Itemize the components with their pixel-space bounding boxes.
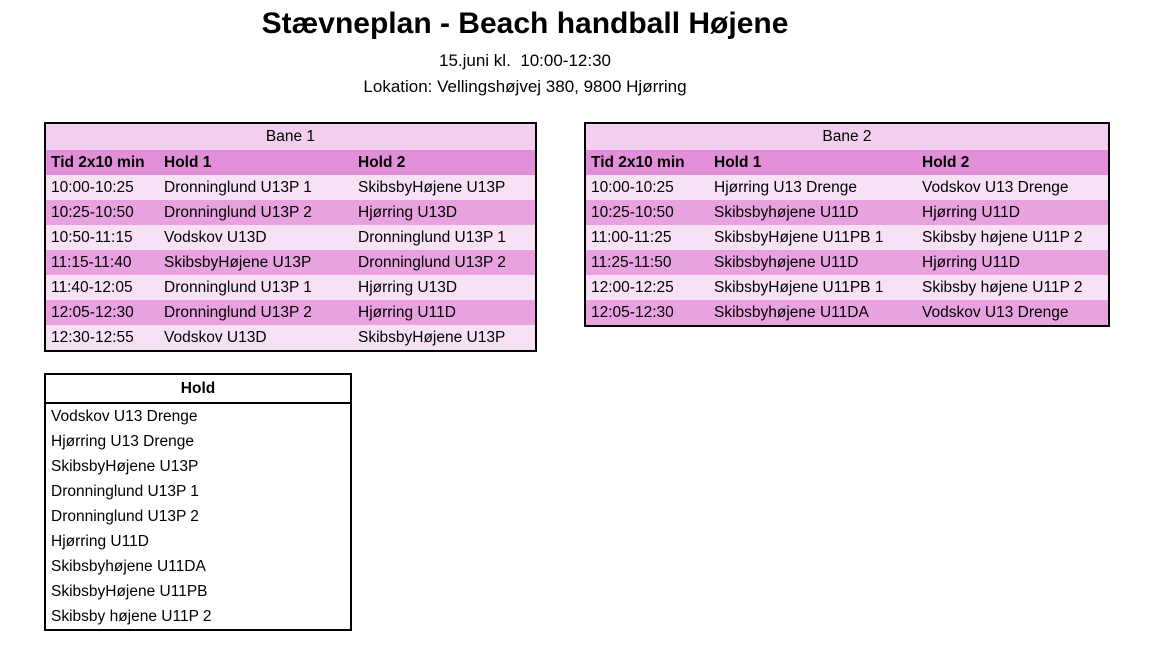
- page-header: Stævneplan - Beach handball Højene 15.ju…: [0, 6, 1050, 97]
- match-time: 11:00-11:25: [591, 228, 672, 246]
- col-header-hold2: Hold 2: [358, 153, 406, 171]
- page-title: Stævneplan - Beach handball Højene: [261, 7, 789, 40]
- match-row: 12:05-12:30 Dronninglund U13P 2 Hjørring…: [46, 300, 535, 325]
- team-item: SkibsbyHøjene U11PB: [46, 579, 350, 604]
- col-header-hold2: Hold 2: [922, 153, 970, 171]
- match-hold2: Hjørring U11D: [922, 253, 1020, 271]
- team-item: Hjørring U13 Drenge: [46, 429, 350, 454]
- match-hold1: SkibsbyHøjene U13P: [164, 253, 312, 271]
- teams-rows: Vodskov U13 Drenge Hjørring U13 Drenge S…: [46, 404, 350, 629]
- match-hold2: Skibsby højene U11P 2: [922, 228, 1083, 246]
- match-row: 12:30-12:55 Vodskov U13D SkibsbyHøjene U…: [46, 325, 535, 350]
- match-hold1: Skibsbyhøjene U11D: [714, 203, 859, 221]
- match-hold2: Hjørring U11D: [922, 203, 1020, 221]
- match-row: 11:40-12:05 Dronninglund U13P 1 Hjørring…: [46, 275, 535, 300]
- team-item: SkibsbyHøjene U13P: [46, 454, 350, 479]
- team-item: Vodskov U13 Drenge: [46, 404, 350, 429]
- col-header-time: Tid 2x10 min: [51, 153, 145, 171]
- match-hold2: Hjørring U11D: [358, 303, 456, 321]
- match-hold1: SkibsbyHøjene U11PB 1: [714, 228, 884, 246]
- col-header-hold1: Hold 1: [714, 153, 762, 171]
- col-header-time: Tid 2x10 min: [591, 153, 685, 171]
- team-item: Dronninglund U13P 1: [46, 479, 350, 504]
- team-item: Hjørring U11D: [46, 529, 350, 554]
- match-hold1: Dronninglund U13P 1: [164, 278, 312, 296]
- team-name: Hjørring U11D: [51, 532, 149, 550]
- match-row: 10:00-10:25 Hjørring U13 Drenge Vodskov …: [586, 175, 1108, 200]
- match-row: 10:25-10:50 Dronninglund U13P 2 Hjørring…: [46, 200, 535, 225]
- bane-2-header-row: Tid 2x10 min Hold 1 Hold 2: [586, 150, 1108, 175]
- match-row: 12:05-12:30 Skibsbyhøjene U11DA Vodskov …: [586, 300, 1108, 325]
- match-row: 10:00-10:25 Dronninglund U13P 1 SkibsbyH…: [46, 175, 535, 200]
- match-time: 12:30-12:55: [51, 328, 134, 346]
- match-row: 10:50-11:15 Vodskov U13D Dronninglund U1…: [46, 225, 535, 250]
- bane-2-title: Bane 2: [586, 124, 1108, 150]
- match-time: 12:05-12:30: [51, 303, 134, 321]
- team-item: Dronninglund U13P 2: [46, 504, 350, 529]
- team-name: SkibsbyHøjene U13P: [51, 457, 199, 475]
- match-row: 11:25-11:50 Skibsbyhøjene U11D Hjørring …: [586, 250, 1108, 275]
- bane-1-title: Bane 1: [46, 124, 535, 150]
- teams-table: Hold Vodskov U13 Drenge Hjørring U13 Dre…: [44, 373, 352, 631]
- team-name: Vodskov U13 Drenge: [51, 407, 198, 425]
- match-row: 10:25-10:50 Skibsbyhøjene U11D Hjørring …: [586, 200, 1108, 225]
- match-hold2: SkibsbyHøjene U13P: [358, 328, 506, 346]
- col-header-hold1: Hold 1: [164, 153, 212, 171]
- match-hold1: Skibsbyhøjene U11DA: [714, 303, 869, 321]
- match-hold2: Skibsby højene U11P 2: [922, 278, 1083, 296]
- match-hold1: Vodskov U13D: [164, 228, 267, 246]
- match-time: 11:40-12:05: [51, 278, 133, 296]
- match-hold2: Vodskov U13 Drenge: [922, 303, 1069, 321]
- match-hold2: Dronninglund U13P 1: [358, 228, 506, 246]
- match-time: 10:25-10:50: [51, 203, 134, 221]
- match-time: 10:00-10:25: [591, 178, 674, 196]
- team-name: Skibsby højene U11P 2: [51, 607, 212, 625]
- match-time: 10:25-10:50: [591, 203, 674, 221]
- team-name: Hjørring U13 Drenge: [51, 432, 194, 450]
- teams-title: Hold: [46, 375, 350, 404]
- match-time: 10:50-11:15: [51, 228, 133, 246]
- bane-1-table: Bane 1 Tid 2x10 min Hold 1 Hold 2 10:00-…: [44, 122, 537, 352]
- match-hold2: SkibsbyHøjene U13P: [358, 178, 506, 196]
- match-hold1: SkibsbyHøjene U11PB 1: [714, 278, 884, 296]
- event-location: Lokation: Vellingshøjvej 380, 9800 Hjørr…: [363, 77, 687, 96]
- bane-1-header-row: Tid 2x10 min Hold 1 Hold 2: [46, 150, 535, 175]
- match-hold1: Dronninglund U13P 1: [164, 178, 312, 196]
- match-time: 12:00-12:25: [591, 278, 674, 296]
- match-time: 12:05-12:30: [591, 303, 674, 321]
- team-item: Skibsbyhøjene U11DA: [46, 554, 350, 579]
- match-time: 10:00-10:25: [51, 178, 134, 196]
- match-hold1: Dronninglund U13P 2: [164, 203, 312, 221]
- team-name: Dronninglund U13P 2: [51, 507, 199, 525]
- match-row: 11:00-11:25 SkibsbyHøjene U11PB 1 Skibsb…: [586, 225, 1108, 250]
- event-date: 15.juni kl. 10:00-12:30: [438, 51, 611, 70]
- match-row: 12:00-12:25 SkibsbyHøjene U11PB 1 Skibsb…: [586, 275, 1108, 300]
- bane-2-rows: 10:00-10:25 Hjørring U13 Drenge Vodskov …: [586, 175, 1108, 325]
- match-hold2: Dronninglund U13P 2: [358, 253, 506, 271]
- match-time: 11:15-11:40: [51, 253, 132, 271]
- match-time: 11:25-11:50: [591, 253, 672, 271]
- team-name: SkibsbyHøjene U11PB: [51, 582, 208, 600]
- team-item: Skibsby højene U11P 2: [46, 604, 350, 629]
- team-name: Dronninglund U13P 1: [51, 482, 199, 500]
- match-hold1: Vodskov U13D: [164, 328, 267, 346]
- match-hold2: Vodskov U13 Drenge: [922, 178, 1069, 196]
- match-hold2: Hjørring U13D: [358, 278, 458, 296]
- match-row: 11:15-11:40 SkibsbyHøjene U13P Dronningl…: [46, 250, 535, 275]
- match-hold1: Skibsbyhøjene U11D: [714, 253, 859, 271]
- team-name: Skibsbyhøjene U11DA: [51, 557, 206, 575]
- match-hold2: Hjørring U13D: [358, 203, 458, 221]
- bane-1-rows: 10:00-10:25 Dronninglund U13P 1 SkibsbyH…: [46, 175, 535, 350]
- bane-2-table: Bane 2 Tid 2x10 min Hold 1 Hold 2 10:00-…: [584, 122, 1110, 327]
- match-hold1: Dronninglund U13P 2: [164, 303, 312, 321]
- match-hold1: Hjørring U13 Drenge: [714, 178, 857, 196]
